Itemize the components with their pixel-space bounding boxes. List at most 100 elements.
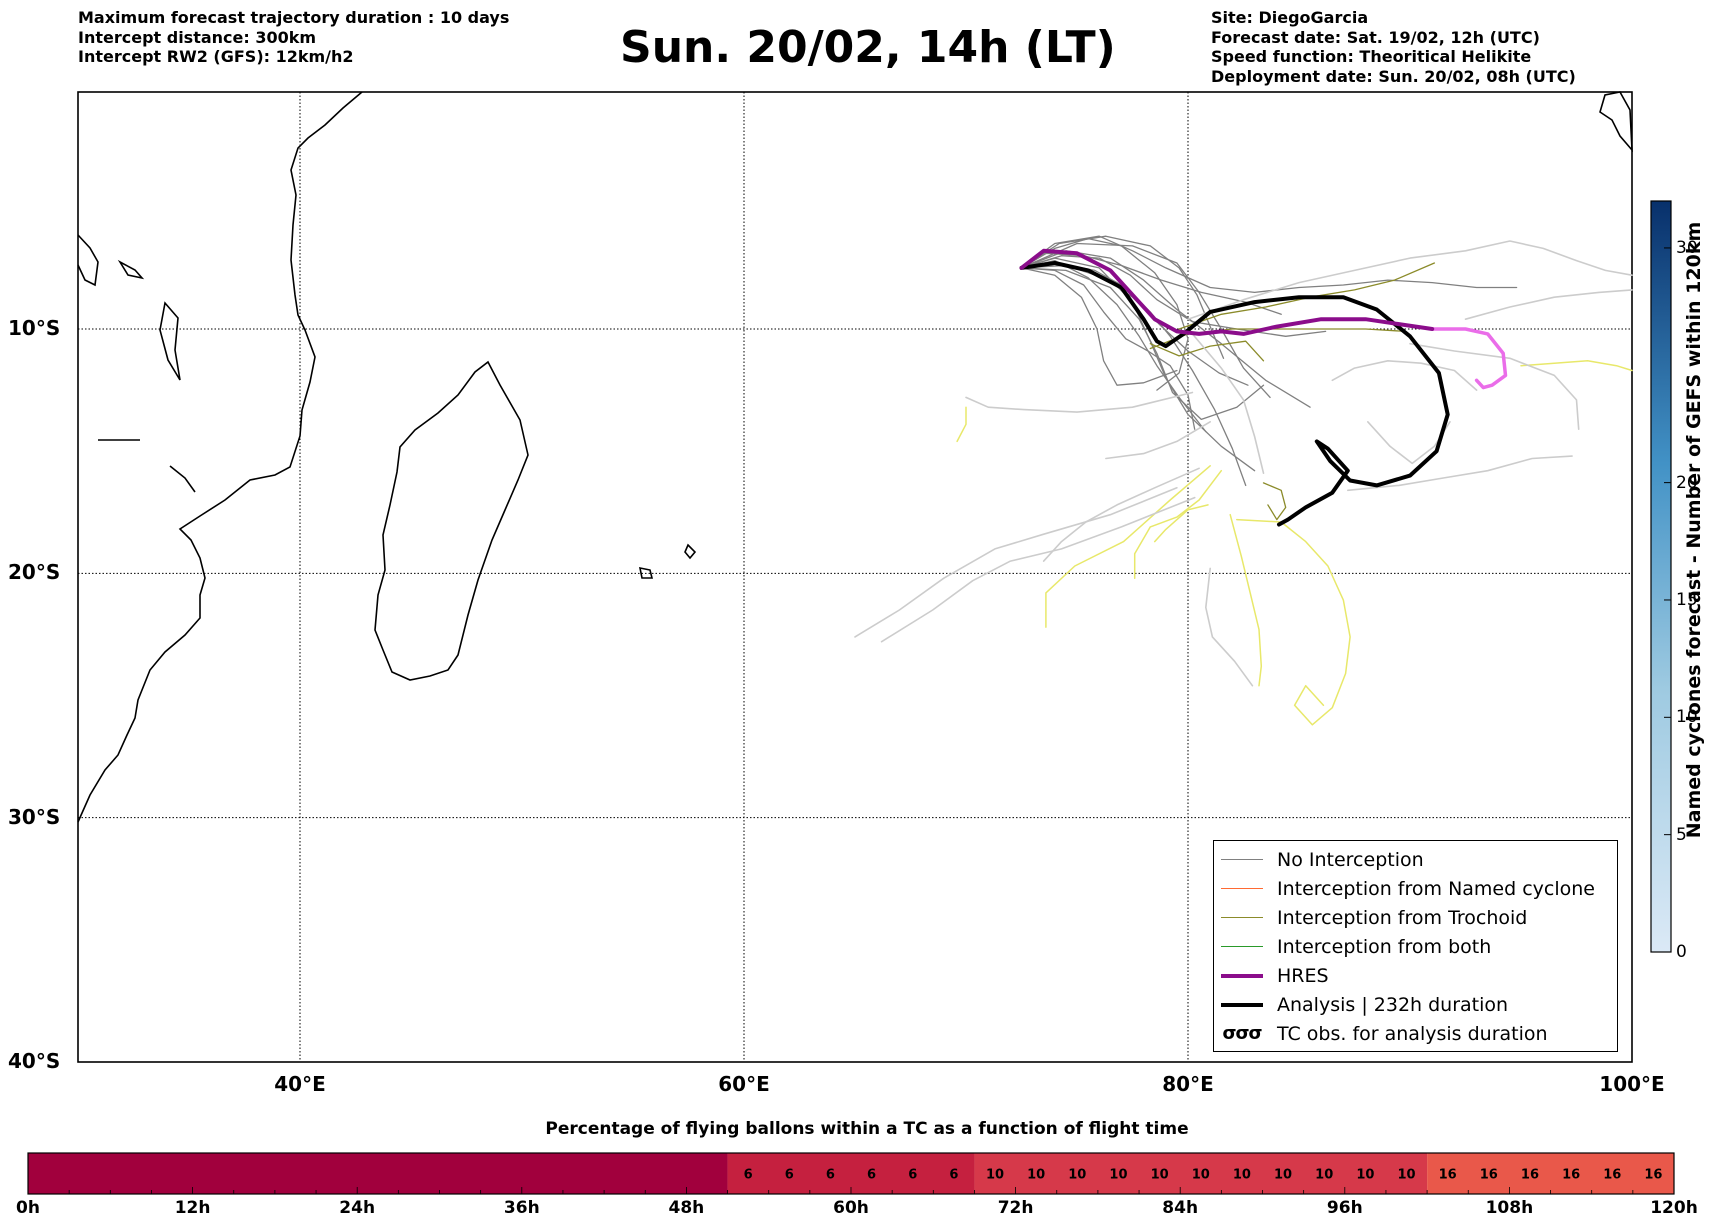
colorbar-bottom-value: 6: [826, 1168, 835, 1183]
legend-label: Interception from Trochoid: [1277, 906, 1528, 929]
trajectory-line: [1020, 252, 1282, 315]
colorbar-bottom-value: 10: [1027, 1168, 1045, 1183]
legend-label: TC obs. for analysis duration: [1277, 1022, 1548, 1045]
legend-item-no-interception: No Interception: [1214, 845, 1617, 874]
mauritius-coast: [638, 566, 654, 579]
colorbar-bottom-value: 6: [744, 1168, 753, 1183]
plot-frame: [77, 91, 1633, 1063]
y-tick-label: 10°S: [8, 316, 61, 340]
trajectory-line: [1020, 235, 1225, 359]
trajectory-line: [1347, 455, 1573, 492]
header-left: Maximum forecast trajectory duration : 1…: [78, 8, 509, 67]
madagascar-coast: [374, 360, 529, 681]
colorbar-bottom-tick-label: 36h: [503, 1198, 540, 1218]
colorbar-bottom-tick-label: 120h: [1650, 1198, 1698, 1218]
trajectory-line: [1409, 342, 1580, 430]
trajectory-line: [1229, 513, 1263, 687]
colorbar-bottom-value: 16: [1521, 1168, 1539, 1183]
colorbar-bottom-value: 6: [908, 1168, 917, 1183]
trajectory-line: [1105, 421, 1211, 460]
trajectory-line: [1464, 289, 1633, 320]
legend-label: HRES: [1277, 964, 1329, 987]
colorbar-bottom-value: 10: [1315, 1168, 1333, 1183]
legend-item-analysis: Analysis | 232h duration: [1214, 990, 1617, 1019]
trajectory-line: [956, 406, 967, 443]
legend-swatch-no-interception: [1221, 859, 1263, 860]
trajectory-line: [1020, 267, 1265, 421]
coast-fragment: [77, 234, 99, 287]
trajectory-line: [1205, 567, 1254, 687]
colorbar-bottom-tick-label: 96h: [1326, 1198, 1363, 1218]
header-right: Site: DiegoGarcia Forecast date: Sat. 19…: [1211, 8, 1576, 86]
colorbar-bottom-value: 10: [1068, 1168, 1086, 1183]
colorbar-bottom-value: 10: [986, 1168, 1004, 1183]
colorbar-bottom-tick-label: 108h: [1485, 1198, 1534, 1218]
colorbar-bottom-value: 16: [1644, 1168, 1662, 1183]
socotra-coast: [117, 259, 145, 280]
colorbar-bottom-segment: [28, 1153, 728, 1194]
coastlines: [77, 91, 1633, 823]
colorbar-bottom-value: 16: [1480, 1168, 1498, 1183]
legend-swatch-named-cyclone: [1221, 888, 1263, 889]
trajectory-line: [1149, 340, 1265, 362]
x-tick-label: 100°E: [1599, 1072, 1665, 1096]
reunion-coast: [684, 543, 697, 560]
trajectory-line: [1153, 504, 1209, 543]
colorbar-bottom-title: Percentage of flying ballons within a TC…: [545, 1119, 1189, 1139]
trajectory-line: [1020, 259, 1207, 433]
trajectory-line: [1042, 467, 1200, 562]
legend-item-named-cyclone: Interception from Named cyclone: [1214, 874, 1617, 903]
legend: No Interception Interception from Named …: [1213, 840, 1618, 1052]
colorbar-bottom-value: 6: [785, 1168, 794, 1183]
header-intercept-rw2: Intercept RW2 (GFS): 12km/h2: [78, 47, 354, 66]
colorbar-bottom-tick-label: 12h: [174, 1198, 211, 1218]
trajectory-line: [1331, 360, 1478, 391]
colorbar-bottom-tick-label: 48h: [668, 1198, 705, 1218]
trajectory-line: [1019, 261, 1450, 527]
legend-label: Analysis | 232h duration: [1277, 993, 1509, 1016]
header-speed-function: Speed function: Theoritical Helikite: [1211, 47, 1532, 66]
colorbar-right: [1650, 200, 1672, 953]
trajectory-line: [1020, 257, 1256, 472]
trajectory-line: [1020, 235, 1518, 294]
header-site: Site: DiegoGarcia: [1211, 8, 1369, 27]
colorbar-right-gradient: [1650, 200, 1672, 953]
colorbar-bottom-tick-label: 0h: [16, 1198, 40, 1218]
colorbar-bottom-value: 10: [1151, 1168, 1169, 1183]
colorbar-right-tick-label: 30: [1676, 237, 1698, 258]
colorbar-bottom-segment: [1427, 1153, 1674, 1194]
colorbar-bottom-tick-label: 60h: [833, 1198, 869, 1218]
trajectory-line: [1187, 240, 1633, 320]
colorbar-bottom-value: 16: [1562, 1168, 1580, 1183]
trajectory-line: [965, 391, 1194, 413]
colorbar-right-title: Named cyclones forecast - Number of GEFS…: [1683, 221, 1705, 839]
y-tick-label: 40°S: [8, 1049, 61, 1073]
colorbar-bottom-value: 10: [1356, 1168, 1374, 1183]
colorbar-right-tick-label: 0: [1676, 942, 1687, 962]
y-tick-label: 20°S: [8, 560, 61, 585]
legend-swatch-trochoid: [1221, 917, 1263, 918]
legend-item-tc-obs: σσσ TC obs. for analysis duration: [1214, 1019, 1617, 1048]
colorbar-bottom-value: 10: [1233, 1168, 1251, 1183]
sri-lanka-coast: [1599, 91, 1633, 153]
trajectory-line: [1020, 255, 1327, 337]
colorbar-bottom-value: 16: [1603, 1168, 1621, 1183]
colorbar-bottom: 6 6 6 6 6 6 10 10 10 10 10 10 10 10 10 10 10 16 16 16 16 16 16: [27, 1152, 1675, 1195]
comoros-coast: [159, 301, 181, 381]
colorbar-bottom-value: 6: [949, 1168, 958, 1183]
colorbar-bottom-tick-label: 84h: [1162, 1198, 1199, 1218]
x-tick-label: 80°E: [1162, 1072, 1214, 1096]
trajectory-line: [1430, 327, 1508, 390]
x-tick-label: 60°E: [718, 1072, 770, 1096]
colorbar-right-tick-label: 5: [1676, 824, 1687, 845]
colorbar-bottom-value: 16: [1439, 1168, 1457, 1183]
legend-swatch-both: [1221, 946, 1263, 947]
legend-swatch-hres: [1221, 973, 1263, 978]
trajectory-line: [1045, 465, 1211, 628]
legend-label: No Interception: [1277, 848, 1424, 871]
colorbar-bottom-tick-label: 72h: [997, 1198, 1034, 1218]
colorbar-bottom-value: 10: [1192, 1168, 1210, 1183]
trajectory-line: [1020, 267, 1178, 386]
colorbar-right-tick-label: 10: [1676, 707, 1698, 728]
africa-coast: [77, 91, 363, 823]
